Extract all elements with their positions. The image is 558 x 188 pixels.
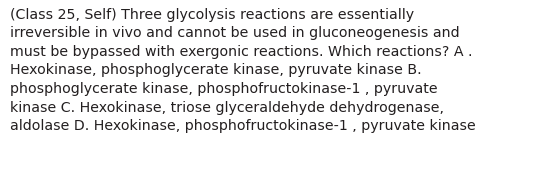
Text: (Class 25, Self) Three glycolysis reactions are essentially
irreversible in vivo: (Class 25, Self) Three glycolysis reacti… <box>10 8 476 133</box>
